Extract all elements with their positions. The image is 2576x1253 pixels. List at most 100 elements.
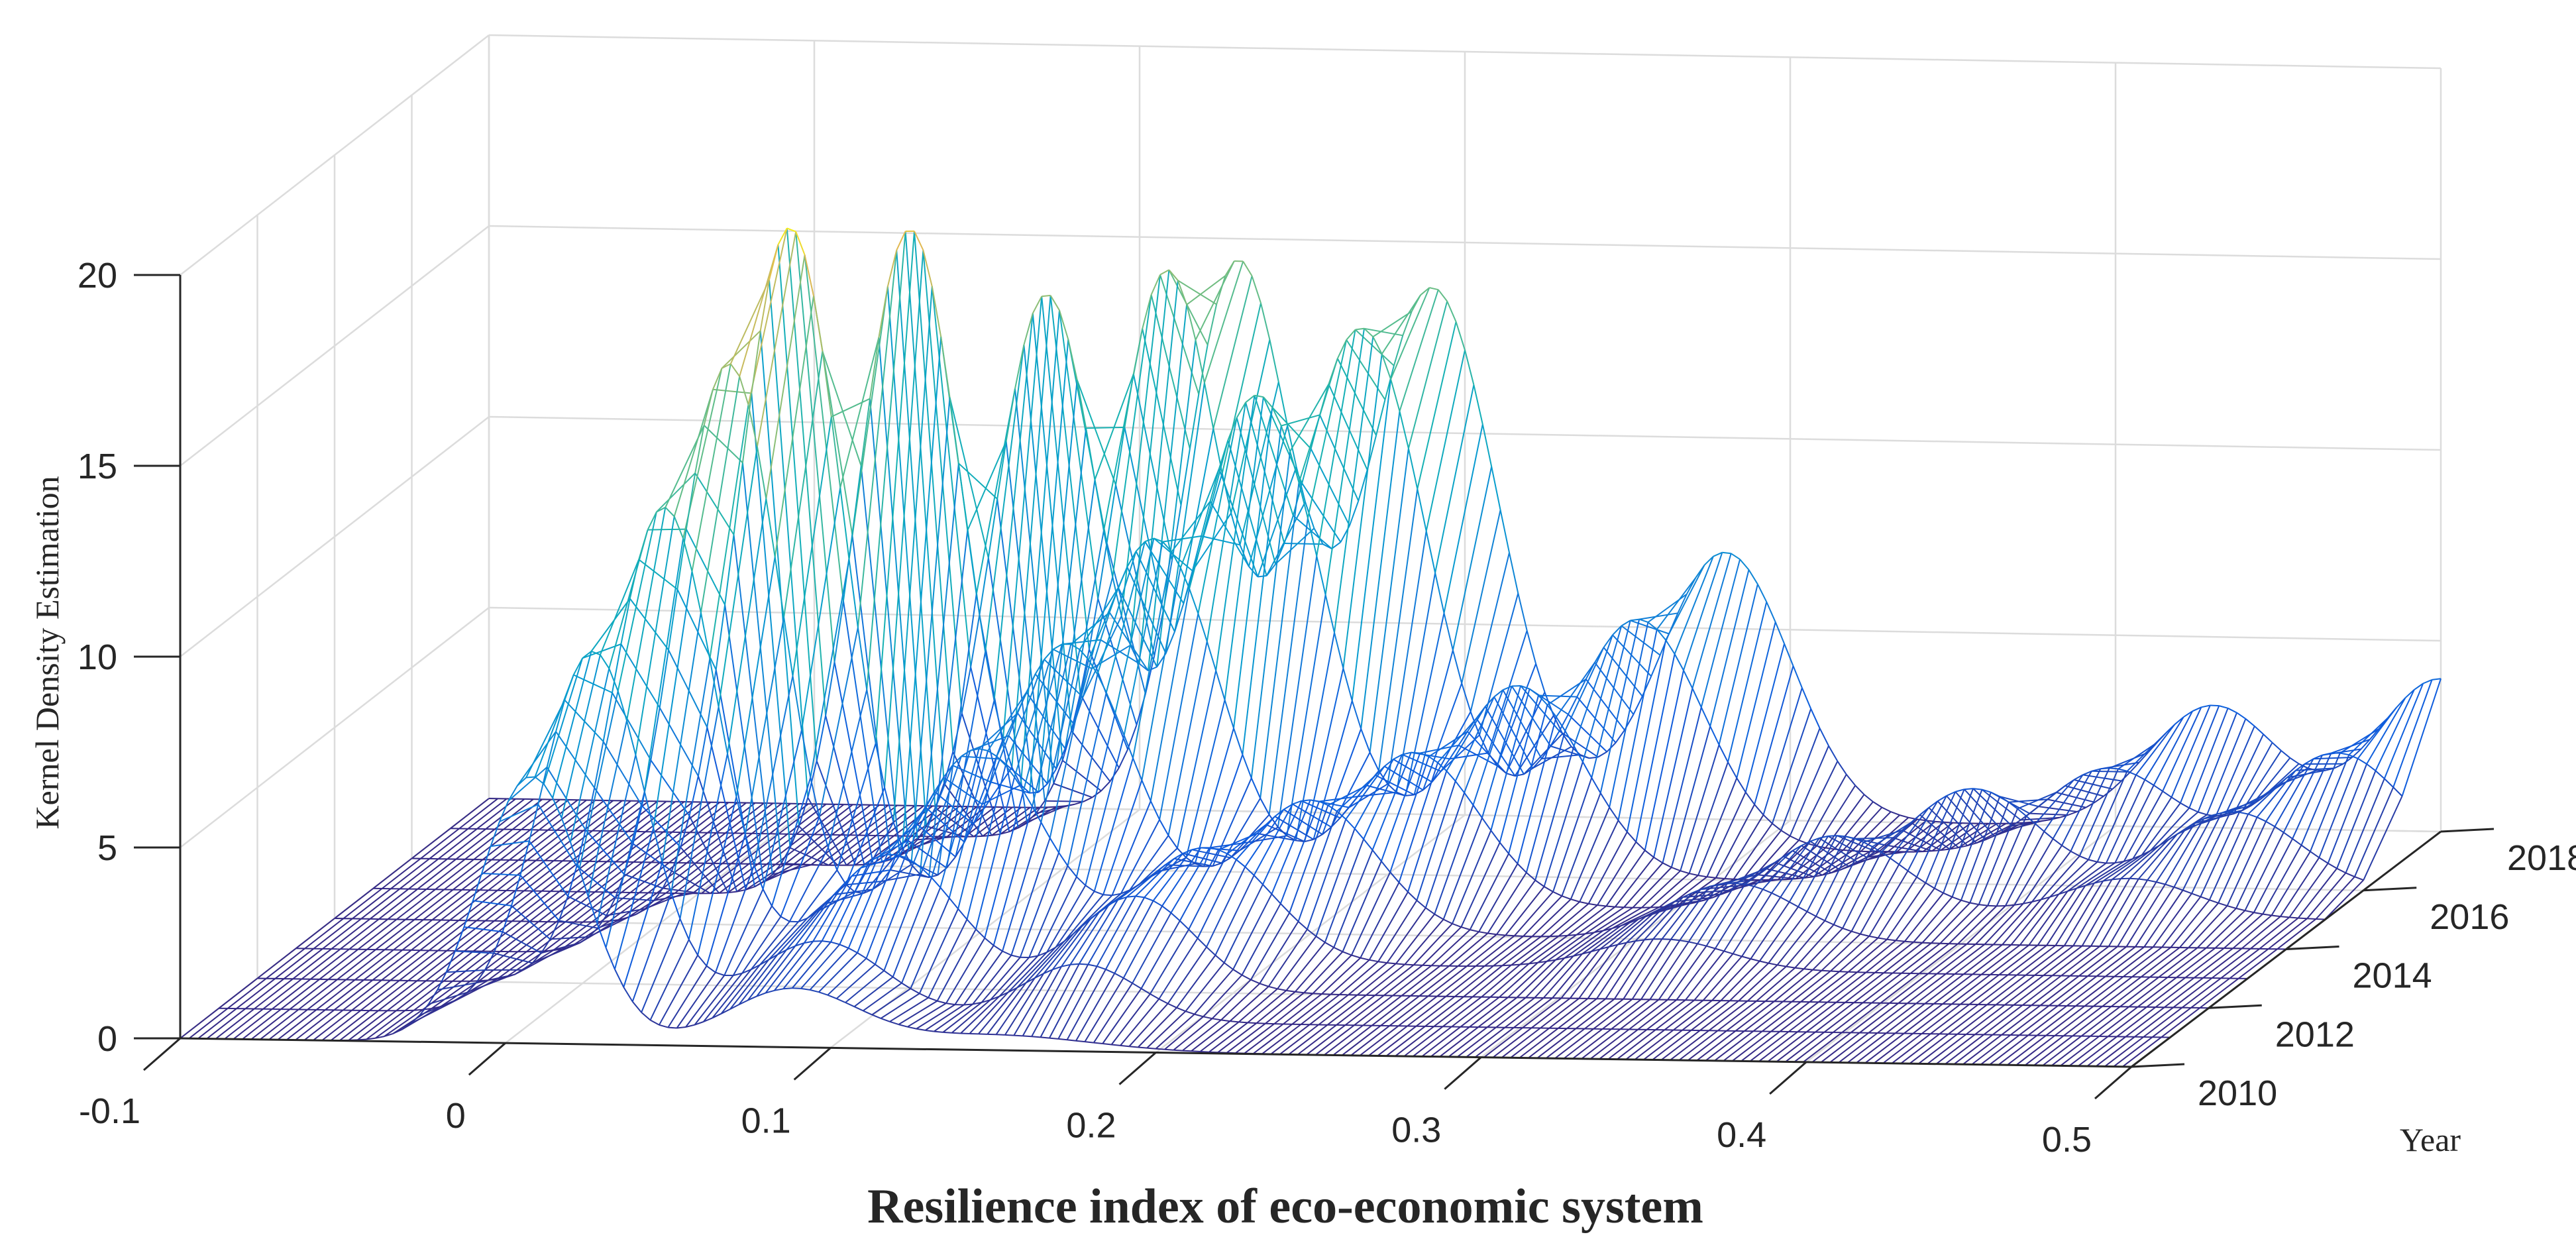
mesh-cross-2014-29 xyxy=(553,921,592,952)
mesh-cross-2016-171 xyxy=(1890,807,1929,859)
mesh-cross-2012-4 xyxy=(254,978,294,1010)
mesh-cross-2015-211 xyxy=(2206,910,2246,949)
mesh-cross-2017-150 xyxy=(1742,830,1782,881)
mesh-cross-2015-80 xyxy=(1044,659,1084,698)
density-curve-2017-209 xyxy=(2304,758,2314,765)
density-curve-2010-109 xyxy=(1147,1047,1156,1050)
mesh-cross-2016-130 xyxy=(1525,730,1566,873)
mesh-cross-2018-58 xyxy=(964,806,1004,838)
density-curve-2013-86 xyxy=(1058,852,1069,867)
mesh-cross-2012-109 xyxy=(1185,962,1225,1012)
density-curve-2012-104 xyxy=(1179,920,1189,930)
mesh-cross-2011-190 xyxy=(1864,1032,1905,1063)
mesh-cross-2016-1 xyxy=(381,857,421,889)
mesh-cross-2018-75 xyxy=(1115,484,1155,656)
density-curve-2018-89 xyxy=(1277,382,1289,426)
density-curve-2013-79 xyxy=(996,755,1006,766)
density-curve-2011-113 xyxy=(1220,1019,1230,1022)
mesh-cross-2011-171 xyxy=(1696,1030,1737,1062)
density-curve-2018-193 xyxy=(2201,704,2211,708)
density-curve-2012-82 xyxy=(984,937,994,946)
density-curve-2015-137 xyxy=(1588,902,1598,906)
density-curve-2015-119 xyxy=(1428,755,1438,763)
mesh-cross-2017-56 xyxy=(908,836,947,850)
mesh-cross-2011-196 xyxy=(1918,1034,1958,1065)
mesh-cross-2015-12 xyxy=(441,889,480,921)
mesh-cross-2016-181 xyxy=(1978,808,2018,905)
density-curve-2016-144 xyxy=(1689,873,1699,877)
mesh-cross-2017-212 xyxy=(2292,753,2332,840)
mesh-cross-2017-167 xyxy=(1893,837,1933,852)
mesh-cross-2014-0 xyxy=(295,918,335,949)
mesh-cross-2018-196 xyxy=(2188,708,2229,808)
density-curve-2014-106 xyxy=(1274,808,1285,817)
mesh-cross-2013-54 xyxy=(735,557,776,797)
density-curve-2015-185 xyxy=(2014,902,2023,906)
density-curve-2011-47 xyxy=(635,755,645,792)
density-curve-2014-99 xyxy=(1212,862,1222,867)
mesh-cross-2018-38 xyxy=(786,803,827,835)
density-curve-2017-83 xyxy=(1186,304,1197,341)
mesh-cross-2012-115 xyxy=(1238,988,1278,1023)
mesh-cross-2013-144 xyxy=(1534,955,1574,999)
mesh-cross-2015-178 xyxy=(1913,897,1953,943)
density-curve-2010-22 xyxy=(375,1036,385,1039)
density-curve-2010-110 xyxy=(1155,1048,1165,1050)
density-curve-2015-91 xyxy=(1179,567,1191,589)
mesh-cross-2015-92 xyxy=(1150,588,1191,802)
mesh-cross-2016-208 xyxy=(2218,816,2258,904)
density-curve-2014-98 xyxy=(1204,865,1213,867)
mesh-cross-2017-133 xyxy=(1591,620,1631,778)
mesh-cross-2013-105 xyxy=(1188,853,1228,930)
density-curve-2011-55 xyxy=(706,965,716,973)
density-curve-2016-166 xyxy=(1884,837,1894,845)
density-curve-2013-110 xyxy=(1271,893,1281,904)
mesh-cross-2015-52 xyxy=(795,231,835,663)
mesh-cross-2013-56 xyxy=(753,675,794,866)
mesh-cross-2015-51 xyxy=(786,228,827,716)
mesh-cross-2013-188 xyxy=(1924,973,1964,1005)
density-curve-2015-93 xyxy=(1197,613,1208,642)
density-curve-2013-109 xyxy=(1262,884,1273,895)
density-curve-2011-28 xyxy=(466,982,477,993)
density-curve-2018-161 xyxy=(1917,818,1927,822)
mesh-cross-2018-103 xyxy=(1364,327,1403,337)
mesh-cross-2015-166 xyxy=(1806,836,1847,912)
mesh-cross-2012-117 xyxy=(1256,991,1296,1024)
density-curve-2014-89 xyxy=(1123,735,1134,759)
mesh-cross-2012-99 xyxy=(1096,896,1136,967)
density-curve-2012-46 xyxy=(665,507,675,518)
mesh-cross-2012-110 xyxy=(1194,969,1234,1015)
mesh-cross-2016-133 xyxy=(1552,777,1593,893)
mesh-cross-2011-88 xyxy=(960,995,1000,1034)
density-curve-2011-79 xyxy=(919,993,929,999)
density-curve-2015-160 xyxy=(1792,845,1802,851)
mesh-cross-2011-14 xyxy=(303,1009,344,1041)
density-curve-2015-179 xyxy=(1960,899,1970,904)
mesh-cross-2018-102 xyxy=(1354,329,1395,366)
mesh-cross-2014-199 xyxy=(2061,946,2100,977)
density-curve-2013-166 xyxy=(1768,962,1778,966)
density-curve-2010-61 xyxy=(721,1008,731,1014)
density-curve-2015-99 xyxy=(1250,777,1261,799)
density-curve-2016-199 xyxy=(2176,828,2187,835)
density-curve-2015-199 xyxy=(2138,878,2148,881)
mesh-cross-2014-123 xyxy=(1386,907,1426,963)
mesh-cross-2011-210 xyxy=(2042,1035,2082,1066)
mesh-cross-2012-134 xyxy=(1407,996,1447,1027)
mesh-cross-2014-89 xyxy=(1085,735,1125,886)
x-tick-label-6: 0.5 xyxy=(2042,1120,2092,1160)
mesh-cross-2015-38 xyxy=(671,870,711,895)
mesh-cross-2015-96 xyxy=(1185,700,1226,858)
density-curve-2014-45 xyxy=(733,463,743,535)
mesh-cross-2011-34 xyxy=(482,873,521,876)
density-curve-2011-58 xyxy=(733,972,743,977)
year-tick-label-1: 2012 xyxy=(2275,1014,2355,1054)
grid-back-z-4 xyxy=(488,34,2442,70)
mesh-cross-2016-51 xyxy=(825,715,865,865)
density-curve-2010-86 xyxy=(943,1031,952,1034)
mesh-cross-2018-111 xyxy=(1434,384,1475,573)
mesh-cross-2018-26 xyxy=(680,802,720,833)
density-curve-2013-159 xyxy=(1706,945,1716,950)
density-curve-2018-111 xyxy=(1473,384,1483,425)
